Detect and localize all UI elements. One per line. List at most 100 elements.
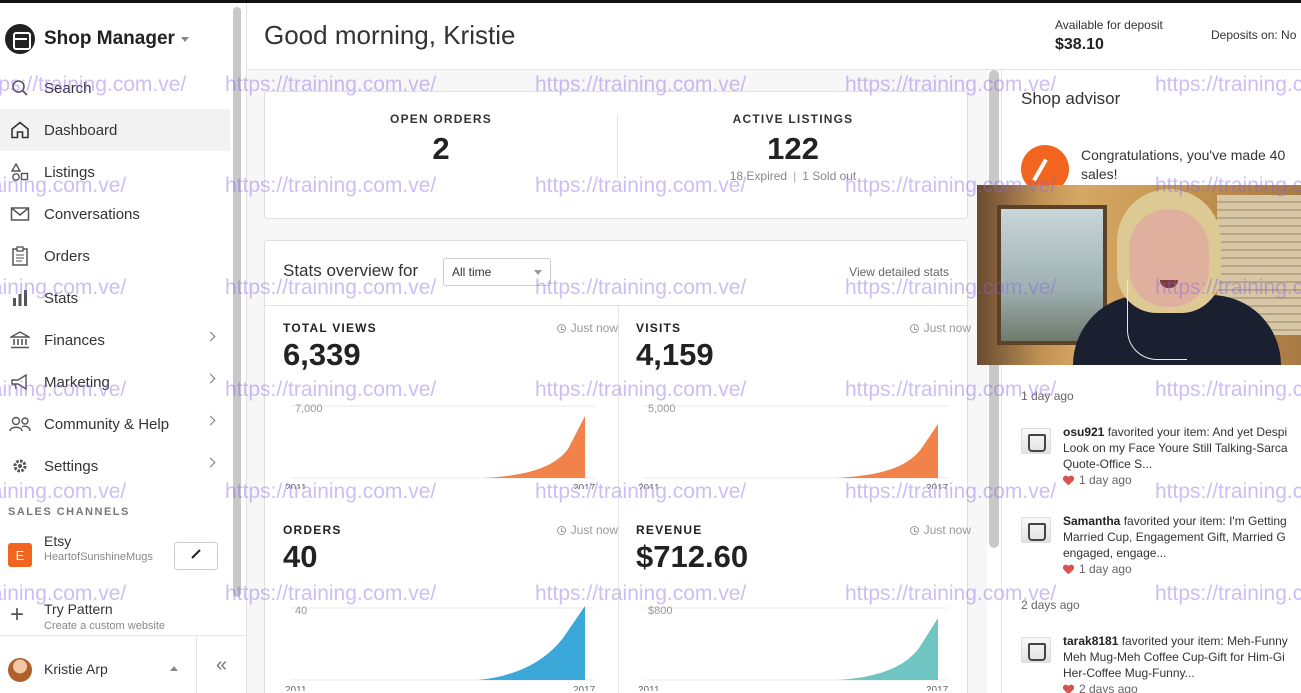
sidebar-item-label: Community & Help [44,415,170,433]
sidebar-item-conversations[interactable]: Conversations [0,193,230,235]
home-icon [9,119,31,141]
collapse-sidebar-button[interactable]: « [196,636,246,693]
stats-divider-vertical [618,306,619,693]
view-detailed-stats-link[interactable]: View detailed stats [849,265,949,279]
sparkline-views: 7,000 2011 2017 [285,403,596,489]
sidebar-item-dashboard[interactable]: Dashboard [0,109,230,151]
stat-label: VISITS [636,321,682,335]
active-listings-label: ACTIVE LISTINGS [732,112,854,126]
stat-updated: Just now [556,321,618,335]
stats-title: Stats overview for [283,261,419,280]
shop-manager-logo-icon [5,24,35,54]
stat-updated: Just now [556,523,618,537]
axis-end: 2017 [573,483,596,489]
stat-revenue[interactable]: REVENUE Just now $712.60 $800 2011 2017 [636,523,971,693]
pattern-subtitle: Create a custom website [44,620,166,632]
clock-icon [556,323,566,333]
video-earphone-cord [1127,280,1187,360]
edit-channel-button[interactable] [174,542,218,570]
axis-ymax: 7,000 [295,403,323,415]
stat-label: REVENUE [636,523,703,537]
channel-shop-name: HeartofSunshineMugs [44,551,153,563]
active-listings[interactable]: ACTIVE LISTINGS 122 18 Expired1 Sold out [617,112,969,183]
stat-visits[interactable]: VISITS Just now 4,159 5,000 2011 2017 [636,321,971,521]
pattern-title: Try Pattern [44,601,113,617]
sidebar-item-stats[interactable]: Stats [0,277,230,319]
activity-when: 2 days ago [1063,681,1301,693]
activity-desc: favorited your item: I'm Getting [1120,514,1287,528]
stat-label: TOTAL VIEWS [283,321,377,335]
activity-item[interactable]: tarak8181 favorited your item: Meh-Funny… [1021,633,1301,693]
activity-line2: Look on my Face Youre Still Talking-Sarc… [1063,441,1288,455]
stat-value: $712.60 [636,539,749,574]
caret-up-icon[interactable] [170,666,178,671]
stats-range-select[interactable]: All time [443,258,551,286]
stat-total-views[interactable]: TOTAL VIEWS Just now 6,339 7,000 2011 20… [283,321,618,521]
mail-icon [9,203,31,225]
axis-end: 2017 [926,483,949,489]
sidebar-scrollbar[interactable] [233,7,241,597]
clock-icon [909,323,919,333]
sales-channel-etsy[interactable]: E Etsy HeartofSunshineMugs [8,530,223,580]
listings-breakdown: 18 Expired1 Sold out [617,169,969,183]
avatar[interactable] [8,658,32,682]
activity-when-text: 1 day ago [1079,562,1132,576]
watermark: https://training.com.ve/ [1155,378,1301,401]
activity-date: 1 day ago [1021,389,1074,403]
stat-updated: Just now [909,523,971,537]
activity-line2: Meh Mug-Meh Coffee Cup-Gift for Him-Gi [1063,650,1285,664]
open-orders[interactable]: OPEN ORDERS 2 [265,112,617,167]
sparkline-orders: 40 2011 2017 [285,605,596,691]
sidebar-item-label: Conversations [44,205,140,223]
pencil-icon [190,547,202,565]
activity-user[interactable]: osu921 [1063,425,1105,439]
mug-thumbnail [1021,428,1051,454]
axis-end: 2017 [926,685,949,691]
megaphone-icon [9,371,31,393]
clock-icon [909,525,919,535]
activity-text: Samantha favorited your item: I'm Gettin… [1063,513,1301,577]
summary-card: OPEN ORDERS 2 ACTIVE LISTINGS 122 18 Exp… [264,91,968,219]
shop-manager-menu[interactable]: Shop Manager [5,23,189,55]
advisor-congrats: Congratulations, you've made 40 sales! [1081,147,1286,182]
stat-updated: Just now [909,321,971,335]
expired-count[interactable]: 18 Expired [729,169,788,183]
activity-item[interactable]: Samantha favorited your item: I'm Gettin… [1021,513,1301,583]
axis-start: 2011 [638,483,660,489]
watermark: https://training.com.ve/ [1155,73,1301,96]
caret-down-icon [180,36,189,42]
activity-line3: Quote-Office S... [1063,457,1153,471]
activity-desc: favorited your item: And yet Despi [1104,425,1288,439]
sparkline-visits: 5,000 2011 2017 [638,403,949,489]
sidebar-item-label: Stats [44,289,79,307]
activity-when: 1 day ago [1063,472,1301,488]
summary-divider [617,114,618,178]
stat-orders[interactable]: ORDERS Just now 40 40 2011 2017 [283,523,618,693]
sidebar-item-finances[interactable]: Finances [0,319,230,361]
sidebar-item-orders[interactable]: Orders [0,235,230,277]
active-listings-value: 122 [767,131,819,166]
sparkline-fill [836,618,938,680]
people-icon [9,413,31,435]
stat-value: 40 [283,539,318,574]
clock-icon [556,525,566,535]
sidebar-item-label: Orders [44,247,90,265]
axis-ymax: 5,000 [648,403,676,415]
sidebar-item-marketing[interactable]: Marketing [0,361,230,403]
sidebar-item-listings[interactable]: Listings [0,151,230,193]
open-orders-label: OPEN ORDERS [390,112,492,126]
activity-item[interactable]: osu921 favorited your item: And yet Desp… [1021,424,1301,494]
user-name[interactable]: Kristie Arp [44,661,108,677]
sidebar-item-search[interactable]: Search [0,67,230,109]
heart-icon [1063,476,1073,485]
activity-user[interactable]: Samantha [1063,514,1121,528]
sidebar-item-community[interactable]: Community & Help [0,403,230,445]
activity-user[interactable]: tarak8181 [1063,634,1119,648]
chevron-right-icon [205,415,216,426]
sidebar-item-label: Search [44,79,92,97]
activity-when-text: 1 day ago [1079,473,1132,487]
sidebar-item-settings[interactable]: Settings [0,445,230,487]
activity-line3: engaged, engage... [1063,546,1167,560]
sold-out-count[interactable]: 1 Sold out [787,169,856,183]
deposit-label: Available for deposit [1055,18,1163,32]
